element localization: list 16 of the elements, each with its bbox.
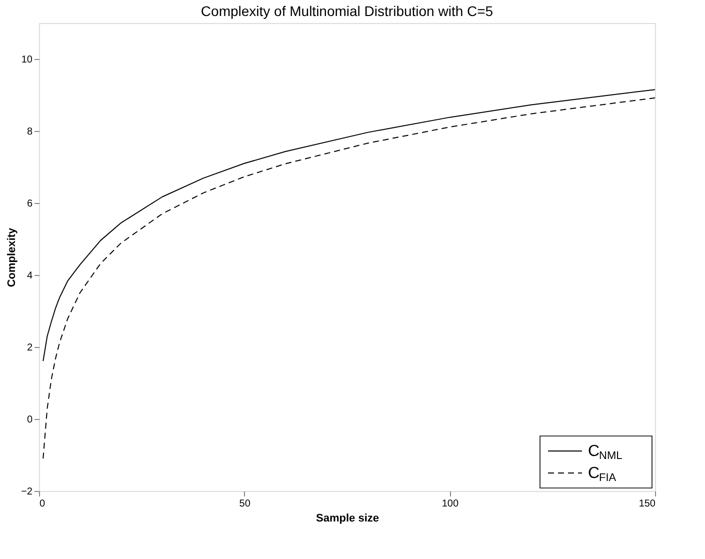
y-axis-title: Complexity (6, 226, 18, 288)
y-tick-label: 8 (26, 126, 33, 138)
y-tick-label: 4 (26, 270, 33, 282)
chart-title: Complexity of Multinomial Distribution with C=5 (200, 3, 494, 19)
y-tick-label: 0 (26, 414, 33, 426)
y-tick-label: 10 (21, 54, 33, 66)
y-tick-label: 6 (26, 198, 33, 210)
x-tick-label: 150 (638, 498, 656, 510)
y-tick-label: −2 (21, 486, 33, 498)
x-axis-title: Sample size (316, 512, 379, 524)
line-series (42, 97, 655, 460)
x-tick-label: 50 (239, 498, 251, 510)
y-tick-label: 2 (26, 342, 33, 354)
line-series (42, 89, 655, 362)
x-tick-label: 0 (40, 498, 46, 510)
x-tick-label: 100 (442, 498, 459, 510)
